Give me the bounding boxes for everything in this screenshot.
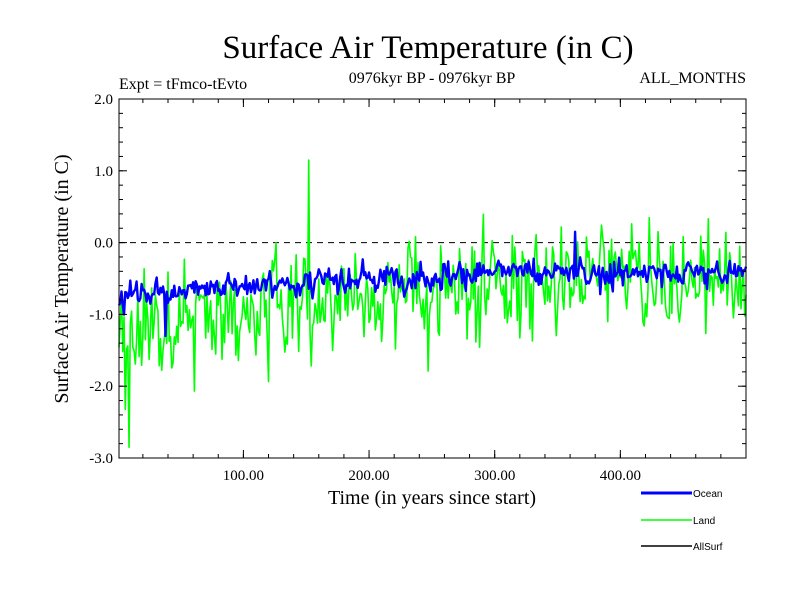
y-tick-label: 0.0 (94, 236, 113, 252)
y-tick-label: 2.0 (94, 92, 113, 108)
y-axis-label: Surface Air Temperature (in C) (51, 154, 73, 403)
y-axis: 2.0 1.0 0.0 -1.0 -2.0 -3.0 (89, 92, 746, 467)
legend-entry-ocean: Ocean (641, 489, 722, 500)
plot-area (117, 159, 748, 449)
legend-label-allsurf: AllSurf (693, 542, 723, 553)
legend-entry-land: Land (641, 516, 715, 527)
experiment-label: Expt = tFmco-tEvto (119, 76, 247, 93)
y-tick-label: -3.0 (89, 451, 113, 467)
legend-label-land: Land (693, 516, 715, 527)
y-tick-label: -2.0 (89, 379, 113, 395)
period-label: 0976kyr BP - 0976kyr BP (349, 70, 516, 87)
y-tick-label: -1.0 (89, 307, 113, 323)
x-tick-label: 100.00 (223, 468, 264, 484)
legend-entry-allsurf: AllSurf (641, 542, 723, 553)
legend: Ocean Land AllSurf (641, 489, 723, 553)
legend-label-ocean: Ocean (693, 489, 722, 500)
x-tick-label: 300.00 (474, 468, 515, 484)
chart-title: Surface Air Temperature (in C) (222, 30, 633, 66)
series-line-ocean (117, 230, 748, 338)
y-tick-label: 1.0 (94, 164, 113, 180)
x-tick-label: 400.00 (600, 468, 641, 484)
months-label: ALL_MONTHS (639, 70, 746, 87)
x-axis: 100.00 200.00 300.00 400.00 (142, 99, 722, 484)
x-axis-label: Time (in years since start) (328, 487, 536, 509)
series-line-land (118, 159, 747, 449)
plot-frame (118, 98, 747, 459)
x-tick-label: 200.00 (348, 468, 389, 484)
